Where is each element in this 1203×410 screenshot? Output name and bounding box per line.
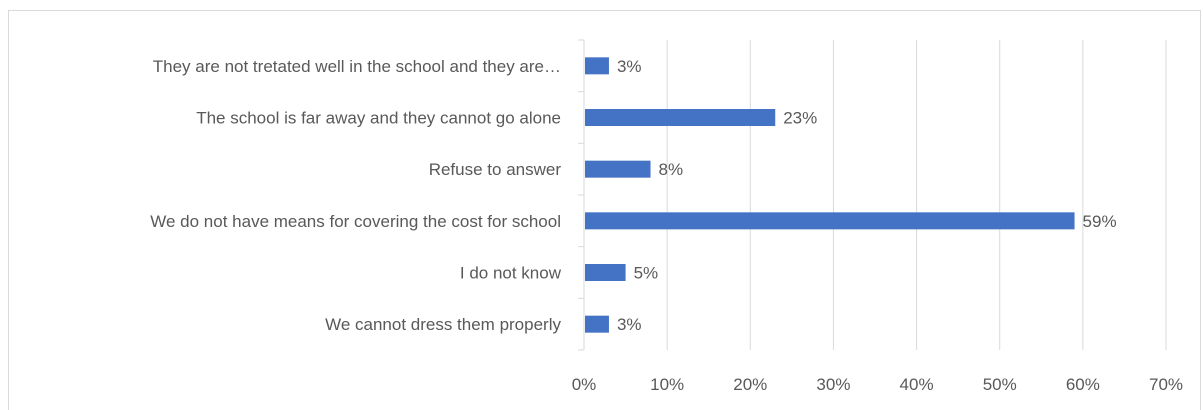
x-tick-label: 10% bbox=[650, 375, 684, 394]
bar bbox=[585, 109, 776, 126]
bar bbox=[585, 264, 626, 281]
x-tick-label: 60% bbox=[1066, 375, 1100, 394]
data-labels: 3% 23% 8% 59% 5% 3% bbox=[617, 57, 1117, 334]
data-label: 3% bbox=[617, 315, 642, 334]
bar bbox=[585, 57, 609, 75]
x-tick-label: 0% bbox=[572, 375, 597, 394]
category-label: We do not have means for covering the co… bbox=[150, 212, 561, 231]
category-axis bbox=[578, 39, 585, 351]
data-label: 59% bbox=[1083, 212, 1117, 231]
x-tick-labels: 0% 10% 20% 30% 40% 50% 60% 70% bbox=[572, 375, 1183, 394]
category-label: We cannot dress them properly bbox=[325, 315, 561, 334]
bar bbox=[585, 160, 651, 178]
bar bbox=[585, 212, 1075, 230]
category-labels: They are not tretated well in the school… bbox=[150, 57, 561, 334]
bar bbox=[585, 315, 609, 333]
x-tick-label: 70% bbox=[1149, 375, 1183, 394]
category-label: I do not know bbox=[460, 264, 562, 283]
x-tick-label: 30% bbox=[816, 375, 850, 394]
category-label: Refuse to answer bbox=[429, 160, 562, 179]
x-tick-label: 50% bbox=[983, 375, 1017, 394]
data-label: 8% bbox=[659, 160, 684, 179]
data-label: 5% bbox=[634, 264, 659, 283]
x-tick-label: 20% bbox=[733, 375, 767, 394]
chart-frame bbox=[8, 10, 1201, 410]
data-label: 23% bbox=[783, 109, 817, 128]
data-label: 3% bbox=[617, 57, 642, 76]
x-tick-label: 40% bbox=[900, 375, 934, 394]
bars bbox=[585, 57, 1075, 333]
category-label: They are not tretated well in the school… bbox=[153, 57, 561, 76]
category-label: The school is far away and they cannot g… bbox=[196, 109, 561, 128]
gridlines bbox=[666, 40, 1167, 350]
